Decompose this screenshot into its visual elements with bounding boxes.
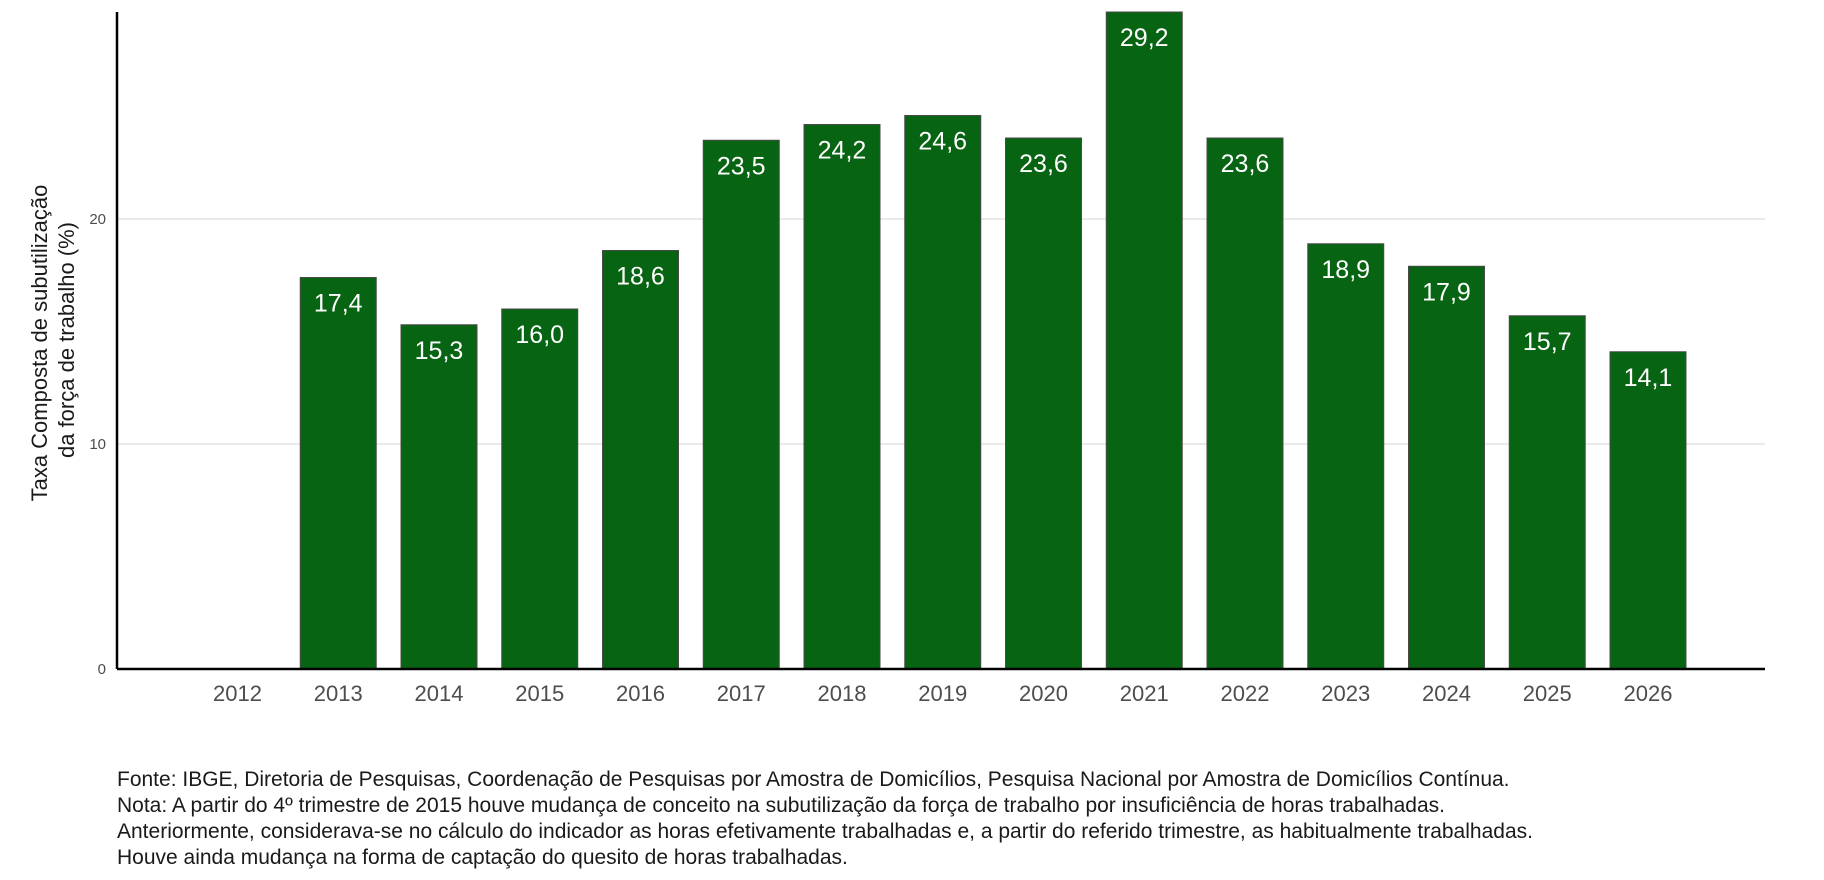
- data-label-2023: 18,9: [1321, 256, 1370, 284]
- bar-2020: [1005, 137, 1082, 670]
- bar-2013: [299, 277, 377, 670]
- x-tick-label: 2023: [1321, 681, 1370, 706]
- x-tick-label: 2021: [1120, 681, 1169, 706]
- x-tick-label: 2016: [616, 681, 665, 706]
- data-label-2019: 24,6: [918, 128, 967, 156]
- data-label-2014: 15,3: [415, 337, 464, 365]
- bar-2026: [1609, 351, 1687, 670]
- bar-2024: [1408, 265, 1485, 670]
- data-label-2026: 14,1: [1624, 364, 1673, 392]
- data-label-2015: 16,0: [515, 321, 564, 349]
- source-line: Fonte: IBGE, Diretoria de Pesquisas, Coo…: [117, 768, 1510, 791]
- data-label-2024: 17,9: [1422, 278, 1471, 306]
- bar-2021: [1105, 11, 1183, 670]
- y-tick-label: 0: [98, 661, 106, 678]
- bars: [299, 11, 1687, 670]
- x-tick-label: 2012: [213, 681, 262, 706]
- data-label-2016: 18,6: [616, 263, 665, 291]
- y-axis-label-line-2: da força de trabalho (%): [54, 222, 79, 458]
- bar-2019: [904, 115, 982, 670]
- bar-2014: [400, 324, 478, 670]
- data-label-2025: 15,7: [1523, 328, 1572, 356]
- x-tick-label: 2019: [918, 681, 967, 706]
- data-label-2017: 23,5: [717, 152, 766, 180]
- data-label-2022: 23,6: [1221, 150, 1270, 178]
- x-tick-labels: 2012 2013 2014 2015 2016 2017 2018 2019 2020 2021…: [213, 681, 1672, 706]
- y-tick-label: 20: [89, 211, 106, 228]
- x-tick-label: 2014: [415, 681, 464, 706]
- axes: [115, 12, 1765, 671]
- data-label-2021: 29,2: [1120, 24, 1169, 52]
- source-notes: Fonte: IBGE, Diretoria de Pesquisas, Coo…: [117, 767, 1807, 871]
- bar-chart: 17,4 15,3 16,0 18,6 23,5 24,2 24,6 23,6 29,2 23,6…: [27, 11, 1765, 706]
- x-tick-label: 2026: [1624, 681, 1673, 706]
- x-tick-label: 2022: [1221, 681, 1270, 706]
- data-label-2013: 17,4: [314, 290, 363, 318]
- data-label-2020: 23,6: [1019, 150, 1068, 178]
- x-tick-label: 2017: [717, 681, 766, 706]
- y-axis-label-line-1: Taxa Composta de subutilização: [27, 185, 52, 502]
- x-tick-label: 2025: [1523, 681, 1572, 706]
- note-line-2: Anteriormente, considerava-se no cálculo…: [117, 820, 1533, 843]
- y-tick-label: 10: [89, 436, 106, 453]
- bar-2022: [1206, 137, 1284, 670]
- bar-2025: [1508, 315, 1586, 670]
- x-tick-label: 2013: [314, 681, 363, 706]
- data-labels: 17,4 15,3 16,0 18,6 23,5 24,2 24,6 23,6 29,2 23,6…: [314, 24, 1672, 392]
- x-tick-label: 2024: [1422, 681, 1471, 706]
- y-axis-label: Taxa Composta de subutilização da força …: [27, 179, 79, 502]
- x-tick-label: 2018: [818, 681, 867, 706]
- note-line-3: Houve ainda mudança na forma de captação…: [117, 846, 848, 869]
- bar-2018: [803, 124, 881, 670]
- bar-2016: [602, 250, 679, 670]
- x-tick-label: 2020: [1019, 681, 1068, 706]
- bar-2015: [501, 308, 579, 670]
- x-tick-label: 2015: [515, 681, 564, 706]
- bar-2017: [702, 139, 780, 670]
- note-line-1: Nota: A partir do 4º trimestre de 2015 h…: [117, 794, 1445, 817]
- y-tick-labels: 0 10 20: [89, 211, 106, 678]
- bar-2023: [1307, 243, 1385, 670]
- data-label-2018: 24,2: [818, 137, 867, 165]
